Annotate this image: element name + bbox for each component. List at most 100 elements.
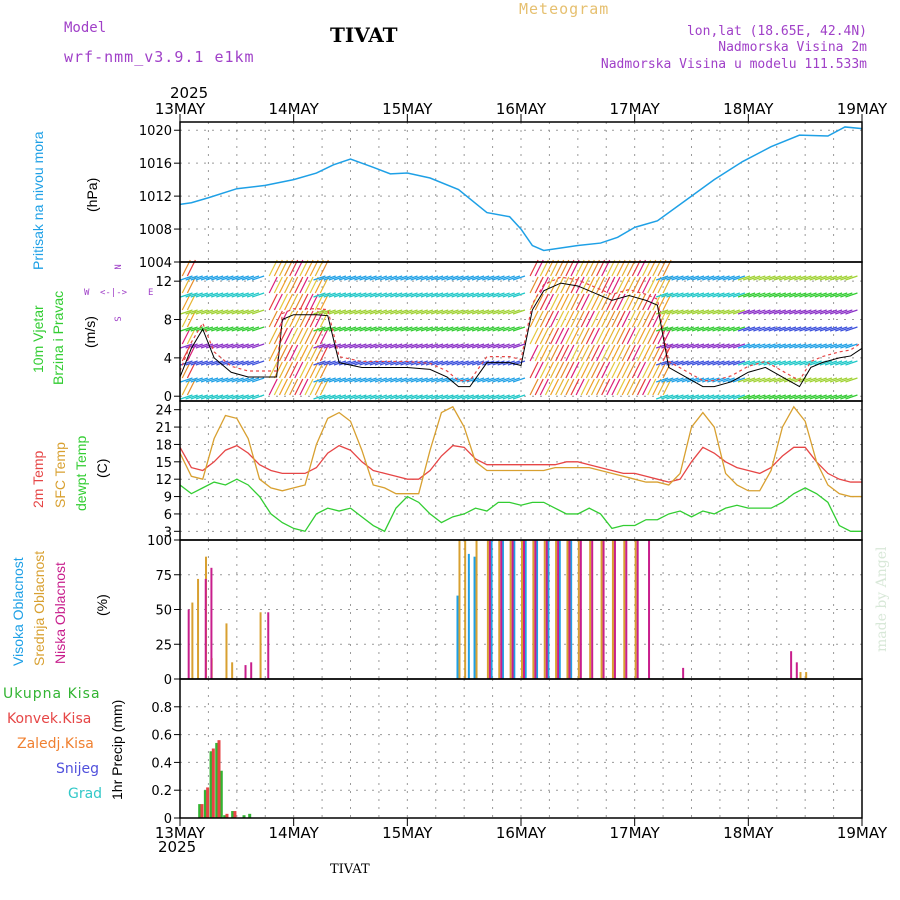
wind-arrow <box>390 343 403 349</box>
wind-arrow <box>601 378 611 396</box>
wind-arrow <box>686 275 700 281</box>
wind-arrow <box>379 377 393 383</box>
wind-arrow <box>384 394 398 400</box>
low-cloud-bar <box>250 662 253 679</box>
compass-w: W <box>84 288 90 298</box>
wind-arrow <box>606 361 616 379</box>
wind-arrow <box>333 343 347 349</box>
wind-arrow <box>737 343 751 349</box>
mid-cloud-bar <box>566 540 569 679</box>
wind-arrow <box>289 327 299 345</box>
wind-arrow <box>289 361 299 379</box>
wind-arrow <box>338 343 352 349</box>
wind-arrow <box>200 394 214 400</box>
mid-cloud-bar <box>259 612 262 679</box>
wind-arrow <box>369 292 382 298</box>
wind-arrow <box>570 293 580 311</box>
wind-arrow <box>763 326 776 332</box>
wind-arrow <box>221 292 234 298</box>
wind-arrow <box>840 309 853 315</box>
wind-arrow <box>758 360 771 366</box>
wind-arrow <box>534 344 544 362</box>
wind-arrow <box>185 275 198 281</box>
panel-frame <box>179 121 863 263</box>
mid-cloud-bar <box>521 540 523 679</box>
wind-arrow <box>835 309 848 315</box>
wind-arrow <box>814 377 827 383</box>
wind-arrow <box>349 343 362 349</box>
wind-arrow <box>441 360 454 366</box>
wind-arrow <box>835 394 848 400</box>
wind-arrow <box>788 326 802 332</box>
temp2m-line <box>179 444 862 483</box>
wind-arrow <box>299 293 309 311</box>
wind-arrow <box>236 275 249 281</box>
wind-arrow <box>732 309 746 315</box>
wind-arrow <box>732 377 746 383</box>
mid-cloud-bar <box>458 540 461 679</box>
wind-arrow <box>384 275 398 281</box>
wind-arrow <box>657 361 667 379</box>
y-tick-label: 12 <box>155 275 172 290</box>
wind-arrow <box>636 310 647 328</box>
total-rain-bar <box>219 770 223 818</box>
wind-arrow <box>707 292 720 298</box>
wind-arrow <box>195 394 209 400</box>
wind-arrow <box>819 394 833 400</box>
wind-arrow <box>722 309 735 315</box>
wind-arrow <box>707 377 720 383</box>
wind-arrow <box>570 361 580 379</box>
wind-arrow <box>656 275 669 281</box>
wind-arrow <box>596 327 606 345</box>
mid-cloud-bar <box>600 540 603 679</box>
low-cloud-bar <box>795 662 798 679</box>
wind-arrow <box>294 293 304 311</box>
wind-arrow <box>299 344 309 362</box>
x-tick-label-bottom: 16MAY <box>496 824 547 842</box>
wind-arrow <box>299 276 309 294</box>
wind-arrow <box>657 276 667 294</box>
wind-arrow <box>702 360 715 366</box>
wind-arrow <box>441 377 454 383</box>
compass-e: E <box>148 288 154 298</box>
wind-arrow <box>712 292 725 298</box>
wind-arrow <box>647 361 657 379</box>
wind-arrow <box>681 377 694 383</box>
wind-arrow <box>251 326 265 332</box>
wind-arrow <box>681 309 694 315</box>
y-tick-label: 1020 <box>139 124 172 139</box>
wind-arrow <box>809 394 822 400</box>
mid-cloud-bar <box>799 672 802 679</box>
wind-arrow <box>758 343 771 349</box>
wind-arrow <box>200 360 214 366</box>
wind-arrow <box>349 360 362 366</box>
wind-arrow <box>476 309 490 315</box>
wind-arrow <box>236 377 249 383</box>
wind-arrow <box>829 309 843 315</box>
wind-arrow <box>236 326 249 332</box>
wind-arrow <box>819 275 833 281</box>
wind-arrow <box>309 361 319 379</box>
wind-arrow <box>185 309 198 315</box>
wind-arrow <box>374 275 388 281</box>
wind-arrow <box>343 377 357 383</box>
wind-arrow <box>580 293 590 311</box>
wind-arrow <box>221 309 234 315</box>
wind-arrow <box>507 309 521 315</box>
wind-arrow <box>835 326 848 332</box>
wind-arrow <box>642 276 652 294</box>
wind-arrow <box>631 327 641 345</box>
x-tick-label-top: 19MAY <box>837 100 888 118</box>
wind-arrow <box>606 276 616 294</box>
wind-arrow <box>727 343 740 349</box>
wind-arrow <box>294 361 304 379</box>
wind-arrow <box>671 343 684 349</box>
wind-arrow <box>686 309 700 315</box>
wind-arrow <box>814 309 827 315</box>
wind-arrow <box>845 394 858 400</box>
wind-arrow <box>768 394 781 400</box>
wind-arrow <box>487 343 500 349</box>
wind-arrow <box>415 309 428 315</box>
wind-arrow <box>642 378 652 396</box>
lonlat-text: lon,lat (18.65E, 42.4N) <box>686 24 867 39</box>
